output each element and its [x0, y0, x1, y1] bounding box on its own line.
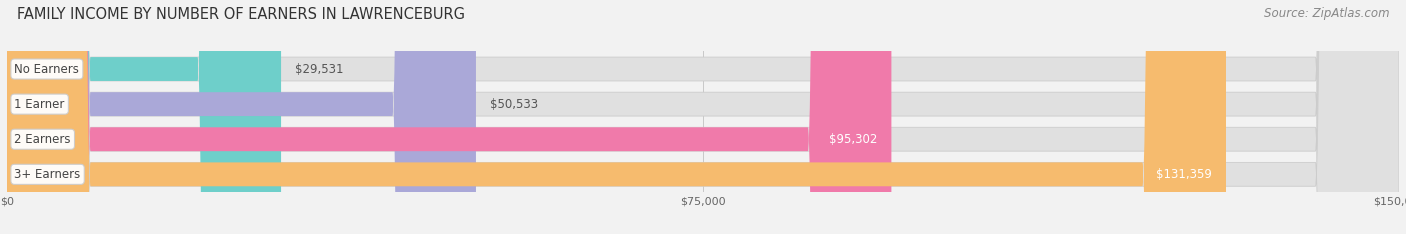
FancyBboxPatch shape: [7, 0, 891, 234]
Text: 2 Earners: 2 Earners: [14, 133, 70, 146]
FancyBboxPatch shape: [7, 0, 1399, 234]
Text: Source: ZipAtlas.com: Source: ZipAtlas.com: [1264, 7, 1389, 20]
Text: No Earners: No Earners: [14, 62, 79, 76]
Text: $95,302: $95,302: [830, 133, 877, 146]
Text: FAMILY INCOME BY NUMBER OF EARNERS IN LAWRENCEBURG: FAMILY INCOME BY NUMBER OF EARNERS IN LA…: [17, 7, 465, 22]
Text: 1 Earner: 1 Earner: [14, 98, 65, 111]
FancyBboxPatch shape: [7, 0, 1399, 234]
FancyBboxPatch shape: [7, 0, 281, 234]
FancyBboxPatch shape: [7, 0, 1226, 234]
FancyBboxPatch shape: [7, 0, 1399, 234]
Text: 3+ Earners: 3+ Earners: [14, 168, 80, 181]
Text: $131,359: $131,359: [1156, 168, 1212, 181]
FancyBboxPatch shape: [7, 0, 1399, 234]
FancyBboxPatch shape: [7, 0, 477, 234]
Text: $50,533: $50,533: [489, 98, 538, 111]
Text: $29,531: $29,531: [295, 62, 343, 76]
